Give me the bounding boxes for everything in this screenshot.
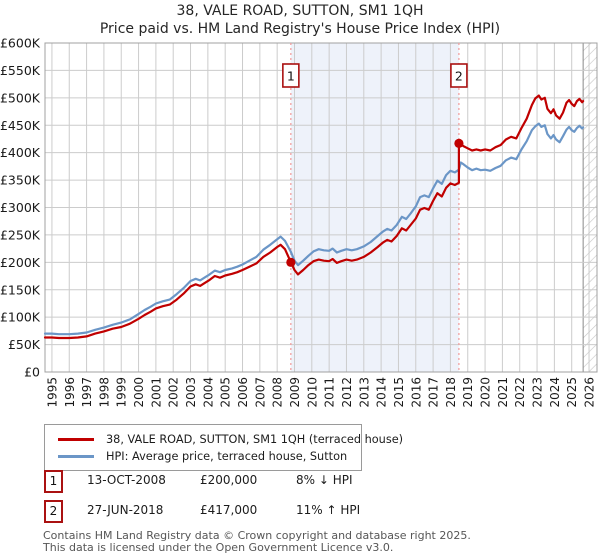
hpi-line — [43, 122, 585, 336]
y-axis-tick-label: £400K — [0, 145, 41, 160]
x-axis-tick-label: 2020 — [479, 377, 493, 408]
y-axis-tick-label: £250K — [0, 227, 41, 242]
sale-2-price: £417,000 — [200, 503, 258, 517]
x-axis-tick-label: 2006 — [236, 377, 250, 408]
copyright-line-2: This data is licensed under the Open Gov… — [43, 541, 394, 554]
sale-2-number-badge: 2 — [44, 500, 63, 523]
legend-label-property: 38, VALE ROAD, SUTTON, SM1 1QH (terraced… — [106, 433, 404, 446]
sale-1-hpi-delta: 8% ↓ HPI — [296, 473, 353, 487]
property-line — [43, 94, 585, 340]
y-axis-tick-label: £300K — [0, 200, 41, 215]
plot-border — [44, 42, 598, 373]
sale-2-flag-number: 2 — [455, 69, 463, 84]
sale-2-hpi-delta: 11% ↑ HPI — [296, 503, 361, 517]
y-axis-tick-label: £350K — [0, 173, 41, 188]
x-axis-tick-label: 1998 — [97, 377, 111, 408]
sale-annotation-row-2: 2 27-JUN-2018 £417,000 11% ↑ HPI — [0, 500, 600, 523]
sale-1-number-badge: 1 — [44, 470, 63, 493]
y-axis-tick-label: £200K — [0, 255, 41, 270]
y-axis-tick-label: £50K — [8, 337, 41, 352]
x-axis-tick-label: 2003 — [184, 377, 198, 408]
x-axis-tick-label: 2014 — [375, 377, 389, 408]
x-axis-tick-label: 2011 — [323, 377, 337, 408]
sale-2-dot — [454, 138, 464, 148]
y-axis-tick-label: £500K — [0, 90, 41, 105]
sale-1-flag-box — [282, 63, 300, 88]
x-axis-tick-label: 2000 — [132, 377, 146, 408]
x-axis-tick-label: 2017 — [427, 377, 441, 408]
x-axis-tick-label: 1996 — [63, 377, 77, 408]
x-axis-tick-label: 2022 — [513, 377, 527, 408]
sale-annotation-row-1: 1 13-OCT-2008 £200,000 8% ↓ HPI — [0, 470, 600, 493]
x-axis-tick-label: 2005 — [219, 377, 233, 408]
x-axis-tick-label: 2009 — [288, 377, 302, 408]
x-axis-tick-label: 2023 — [531, 377, 545, 408]
x-axis-tick-label: 2015 — [392, 377, 406, 408]
y-axis-tick-label: £100K — [0, 310, 41, 325]
x-axis-tick-label: 2012 — [340, 377, 354, 408]
x-axis-tick-label: 1999 — [115, 377, 129, 408]
sale-1-dot — [286, 257, 296, 267]
x-axis-tick-label: 2019 — [461, 377, 475, 408]
legend-item-hpi: HPI: Average price, terraced house, Sutt… — [53, 448, 353, 465]
x-axis-tick-label: 1995 — [45, 377, 59, 408]
x-axis-tick-label: 2018 — [444, 377, 458, 408]
y-axis-tick-label: £600K — [0, 36, 41, 51]
x-axis-tick-label: 2008 — [271, 377, 285, 408]
hpi-line-swatch — [58, 455, 94, 458]
x-axis-tick-label: 2010 — [305, 377, 319, 408]
property-line-swatch — [58, 438, 94, 441]
x-axis-tick-label: 2026 — [583, 377, 597, 408]
price-chart: 1 2 £600K £550K £500K £450K £400K £350K £300K £25… — [0, 36, 598, 408]
sale-1-flag-number: 1 — [287, 69, 295, 84]
y-axis-tick-label: £550K — [0, 63, 41, 78]
sale-2-date: 27-JUN-2018 — [87, 503, 164, 517]
y-axis-tick-label: £450K — [0, 118, 41, 133]
y-axis-tick-label: £0 — [24, 365, 40, 380]
x-axis-tick-label: 2002 — [167, 377, 181, 408]
sale-2-flag-box — [450, 63, 468, 88]
legend-item-property: 38, VALE ROAD, SUTTON, SM1 1QH (terraced… — [53, 431, 403, 448]
sale-1-price: £200,000 — [200, 473, 258, 487]
x-axis-tick-label: 2004 — [201, 377, 215, 408]
page-title: 38, VALE ROAD, SUTTON, SM1 1QH — [176, 3, 424, 19]
x-axis-tick-label: 2025 — [565, 377, 579, 408]
y-axis-tick-label: £150K — [0, 282, 41, 297]
x-axis-tick-label: 2001 — [149, 377, 163, 408]
x-axis-tick-label: 2024 — [548, 377, 562, 408]
page-subtitle: Price paid vs. HM Land Registry's House … — [99, 21, 501, 37]
sale-1-date: 13-OCT-2008 — [87, 473, 166, 487]
x-axis-tick-label: 2021 — [496, 377, 510, 408]
chart-legend: 38, VALE ROAD, SUTTON, SM1 1QH (terraced… — [44, 424, 403, 471]
x-axis-tick-label: 2007 — [253, 377, 267, 408]
copyright-line-1: Contains HM Land Registry data © Crown c… — [43, 529, 471, 542]
x-axis-tick-label: 2016 — [409, 377, 423, 408]
legend-label-hpi: HPI: Average price, terraced house, Sutt… — [106, 450, 348, 463]
x-axis-tick-label: 2013 — [357, 377, 371, 408]
x-axis-tick-label: 1997 — [80, 377, 94, 408]
